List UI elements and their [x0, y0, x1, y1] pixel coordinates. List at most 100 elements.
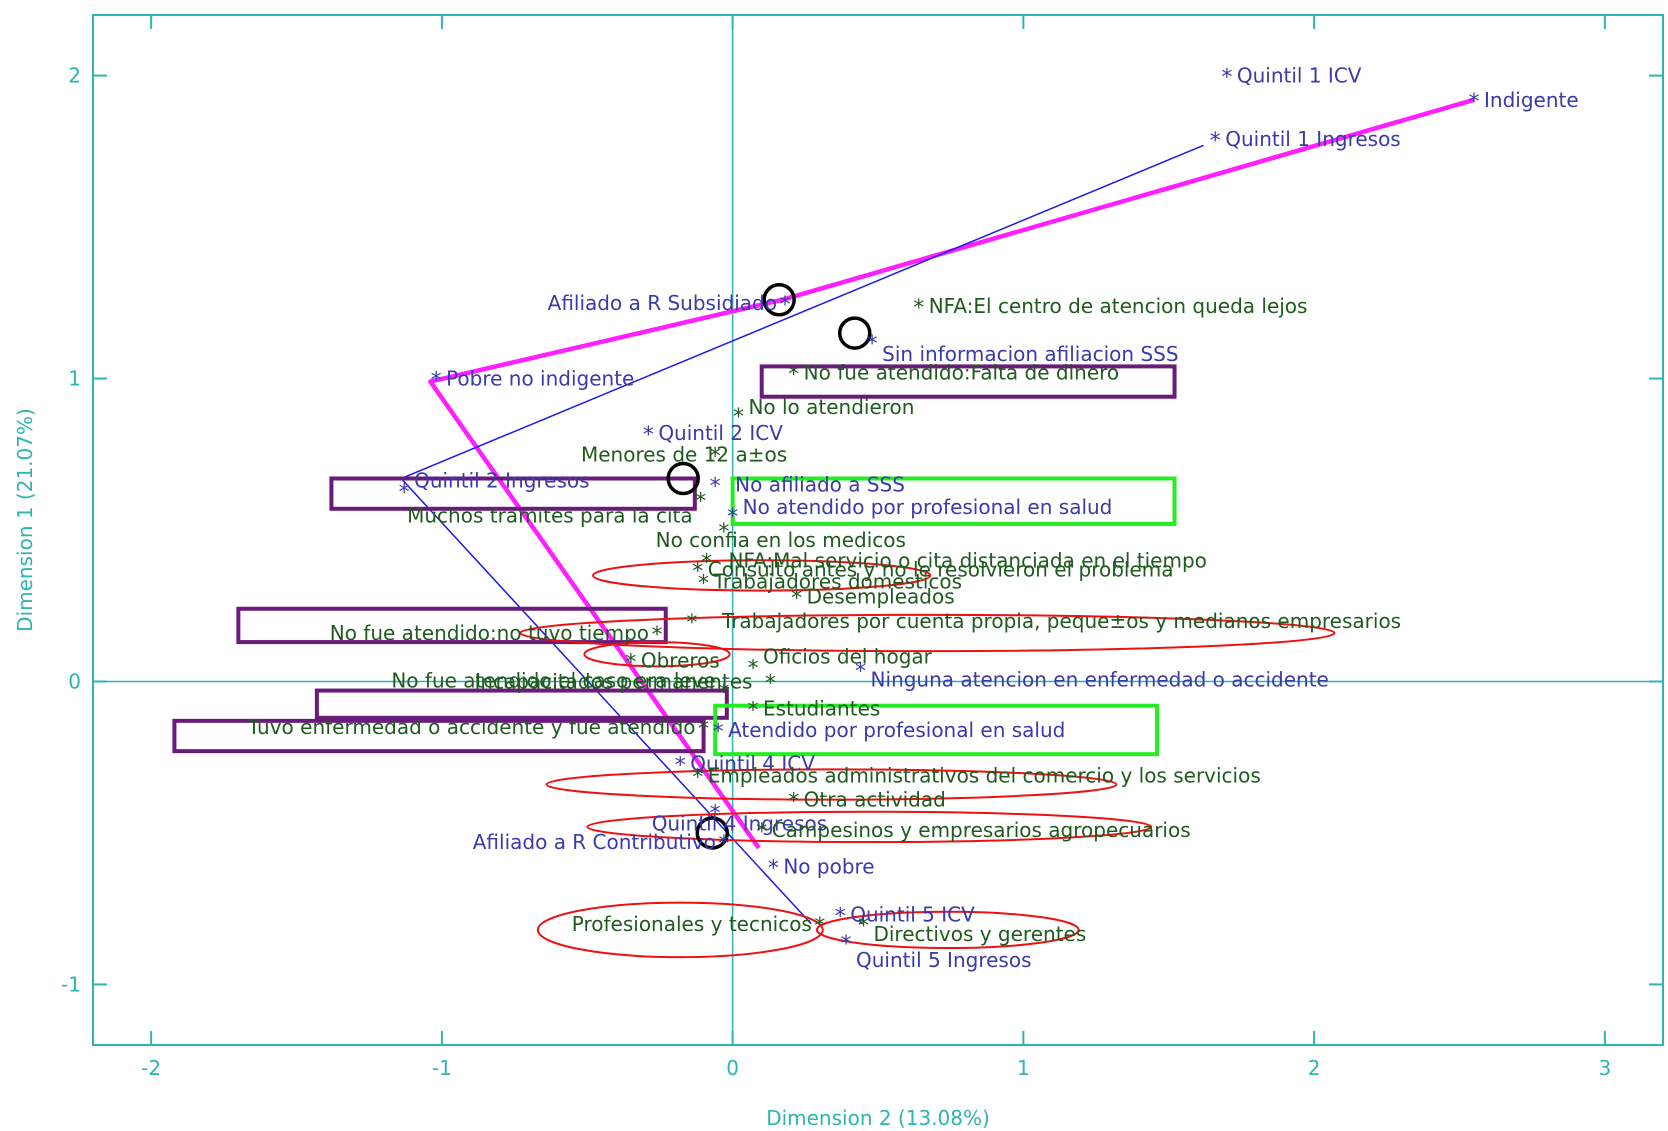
point-label: Quintil 4 Ingresos [652, 812, 827, 836]
point-marker: * [841, 932, 852, 957]
x-tick-label: 3 [1598, 1056, 1611, 1080]
point-label: No afiliado a SSS [735, 473, 905, 497]
point-no-atendido-por-profesional-en-salud: * No atendido por profesional en salud [727, 495, 1112, 530]
red-highlight-ellipse [586, 810, 1153, 844]
point-menores-de-12-a-os: *Menores de 12 a±os [581, 442, 787, 469]
black-circle-marker [695, 816, 730, 850]
point-marker: * [710, 444, 721, 469]
point-marker: * [1221, 66, 1232, 91]
point-indigente: * Indigente [1469, 88, 1579, 115]
point-quintil-4-icv: * Quintil 4 ICV [675, 751, 815, 778]
point-trabajadores-domesticos: * Trabajadores domesticos [698, 570, 962, 597]
point-marker: * [698, 572, 709, 597]
point-pobre-no-indigente: * Pobre no indigente [431, 367, 635, 394]
black-circle-marker [666, 461, 700, 496]
point-incapacitados-permanentes: * Incapacitados permanentes [474, 669, 775, 696]
point-marker: * [858, 914, 869, 939]
y-tick-label: 2 [68, 64, 81, 88]
point-marker: * [652, 623, 663, 648]
point-label: Directivos y gerentes [873, 922, 1086, 946]
point-label: Incapacitados permanentes [474, 669, 752, 693]
point-marker: * [431, 369, 442, 394]
point-marker: * [768, 856, 779, 881]
point-nfa-el-centro-de-atencion-queda-lejos: * NFA:El centro de atencion queda lejos [913, 294, 1307, 321]
black-circle-marker [762, 283, 796, 317]
point-marker: * [814, 914, 825, 939]
point-marker: * [788, 790, 799, 815]
green-highlight-box [713, 703, 1160, 757]
point-quintil-5-icv: * Quintil 5 ICV [835, 903, 975, 930]
point-marker: * [718, 832, 729, 857]
point-estudiantes: * Estudiantes [747, 697, 880, 724]
x-tick-label: 2 [1308, 1056, 1321, 1080]
point-label: Afiliado a R Contributivo [473, 830, 716, 854]
point-label: Indigente [1484, 88, 1579, 112]
point-no-confia-en-los-medicos: *No confia en los medicos [656, 520, 906, 552]
point-marker: * [747, 656, 758, 681]
point-quintil-2-ingresos: * Quintil 2 Ingresos [399, 469, 590, 506]
purple-highlight-box [759, 364, 1177, 399]
point-label: Quintil 1 ICV [1237, 64, 1362, 88]
point-label: Sin informacion afiliacion SSS [882, 342, 1178, 366]
point-marker: * [698, 717, 709, 742]
point-nfa-mal-servicio-o-cita-distanciada-en-el-tiempo: * NFA:Mal servicio o cita distanciada en … [701, 548, 1207, 575]
point-label: Quintil 1 Ingresos [1225, 127, 1400, 151]
point-label: Ninguna atencion en enfermedad o acciden… [871, 667, 1329, 691]
point-label: Obreros [641, 648, 720, 672]
point-marker: * [718, 681, 729, 706]
x-tick-label: -1 [432, 1056, 452, 1080]
point-label: No fue atendido:no tuvo tiempo [330, 621, 649, 645]
point-consulto-antes-y-no-le-resolvieron-el-problema: * Consulto antes y no le resolvieron el p… [692, 557, 1173, 584]
point-afiliado-a-r-contributivo: *Afiliado a R Contributivo [473, 830, 730, 857]
point-ninguna-atencion-en-enfermedad-o-accidente: * Ninguna atencion en enfermedad o accide… [855, 659, 1329, 691]
green-highlight-box [730, 476, 1177, 526]
x-tick-label: -2 [141, 1056, 161, 1080]
point-label: Empleados administrativos del comercio y… [708, 763, 1261, 787]
point-label: No lo atendieron [748, 395, 914, 419]
point-trabajadores-por-cuenta-propia-peque-os-y-medianos-empresarios: * Trabajadores por cuenta propia, peque±o… [686, 609, 1401, 636]
point-no-afiliado-a-sss: * No afiliado a SSS [710, 473, 905, 500]
purple-highlight-box [329, 476, 697, 511]
y-axis-title: Dimension 1 (21.07%) [13, 408, 37, 632]
point-oficios-del-hogar: * Oficios del hogar [747, 644, 932, 681]
y-tick-label: 1 [68, 367, 81, 391]
x-tick-label: 1 [1017, 1056, 1030, 1080]
x-axis-title: Dimension 2 (13.08%) [766, 1106, 990, 1130]
point-marker: * [788, 362, 799, 387]
point-label: NFA:Mal servicio o cita distanciada en e… [728, 548, 1206, 572]
point-label: No atendido por profesional en salud [743, 495, 1113, 519]
point-label: Otra actividad [804, 788, 946, 812]
point-no-pobre: * No pobre [768, 854, 875, 881]
point-label: No pobre [783, 854, 874, 878]
point-marker: * [791, 587, 802, 612]
point-label: Tuvo enfermedad o accidente y fue atendi… [247, 715, 696, 739]
point-label: Quintil 5 ICV [850, 903, 975, 927]
point-marker: * [695, 490, 706, 515]
point-campesinos-y-empresarios-agropecuarios: * Campesinos y empresarios agropecuarios [756, 818, 1190, 845]
point-marker: * [727, 505, 738, 530]
point-quintil-4-ingresos: *Quintil 4 Ingresos [652, 802, 827, 836]
point-marker: * [835, 905, 846, 930]
point-label: Trabajadores por cuenta propia, peque±os… [721, 609, 1401, 633]
point-empleados-administrativos-del-comercio-y-los-servicios: * Empleados administrativos del comercio … [692, 763, 1261, 790]
point-label: No fue atendido:el caso era leve [391, 669, 716, 693]
point-label: NFA:El centro de atencion queda lejos [929, 294, 1308, 318]
purple-highlight-box [236, 606, 668, 645]
red-highlight-ellipse [519, 613, 1336, 653]
point-marker: * [701, 550, 712, 575]
point-afiliado-a-r-subsidiado: *Afiliado a R Subsidiado [548, 291, 791, 318]
point-marker: * [733, 405, 744, 430]
point-label: Trabajadores domesticos [713, 570, 963, 594]
point-marker: * [779, 293, 790, 318]
point-no-fue-atendido-el-caso-era-leve: *No fue atendido:el caso era leve [391, 669, 729, 706]
point-label: Quintil 2 ICV [658, 421, 783, 445]
point-label: Estudiantes [763, 697, 880, 721]
point-label: Atendido por profesional en salud [728, 718, 1065, 742]
point-obreros: * Obreros [625, 648, 719, 675]
point-quintil-1-ingresos: * Quintil 1 Ingresos [1210, 127, 1401, 154]
point-label: Campesinos y empresarios agropecuarios [772, 818, 1191, 842]
point-label: Afiliado a R Subsidiado [548, 291, 777, 315]
point-marker: * [765, 671, 776, 696]
point-label: Profesionales y tecnicos [572, 912, 812, 936]
